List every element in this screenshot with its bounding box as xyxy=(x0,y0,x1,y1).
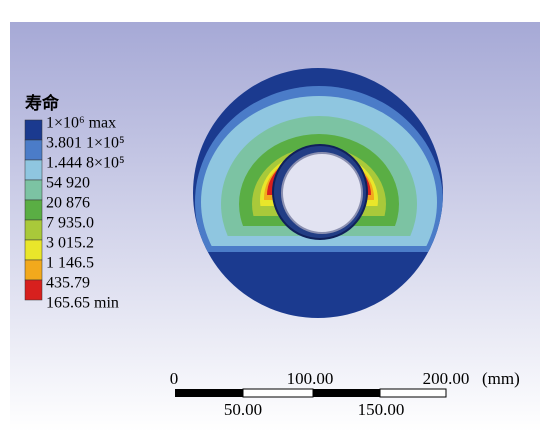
legend-label: 20 876 xyxy=(46,195,90,212)
legend-swatch xyxy=(24,219,43,241)
legend-label: 1×10⁶ max xyxy=(46,115,116,132)
legend-swatch xyxy=(24,119,43,141)
scale-label: 50.00 xyxy=(224,400,262,419)
legend-label: 1.444 8×10⁵ xyxy=(46,155,125,172)
scale-segment xyxy=(313,389,380,397)
scale-unit: (mm) xyxy=(482,369,520,388)
legend-label: 435.79 xyxy=(46,275,90,292)
scale-segment xyxy=(379,388,447,398)
legend-label: 54 920 xyxy=(46,175,90,192)
legend-swatch xyxy=(24,179,43,201)
legend-label: 7 935.0 xyxy=(46,215,94,232)
legend-swatch xyxy=(24,159,43,181)
scale-segment xyxy=(175,389,243,397)
hole xyxy=(281,152,363,234)
legend-swatch xyxy=(24,139,43,161)
legend-swatch xyxy=(24,199,43,221)
legend-label: 1 146.5 xyxy=(46,255,94,272)
scale-segment xyxy=(242,388,314,398)
legend-swatch xyxy=(24,259,43,281)
legend-title: 寿命 xyxy=(25,93,60,114)
legend: 1×10⁶ max 3.801 1×10⁵ 1.444 8×10⁵ 54 920 20 … xyxy=(24,115,125,312)
scale-label: 150.00 xyxy=(358,400,405,419)
legend-swatch xyxy=(24,239,43,261)
scale-bar: 0 100.00 200.00 50.00 150.00 (mm) xyxy=(170,369,520,419)
scale-label: 100.00 xyxy=(287,369,334,388)
legend-label: 3.801 1×10⁵ xyxy=(46,135,125,152)
scale-label: 0 xyxy=(170,369,179,388)
legend-label: 3 015.2 xyxy=(46,235,94,252)
legend-label: 165.65 min xyxy=(46,295,119,312)
legend-swatch xyxy=(24,279,43,301)
scale-label: 200.00 xyxy=(423,369,470,388)
